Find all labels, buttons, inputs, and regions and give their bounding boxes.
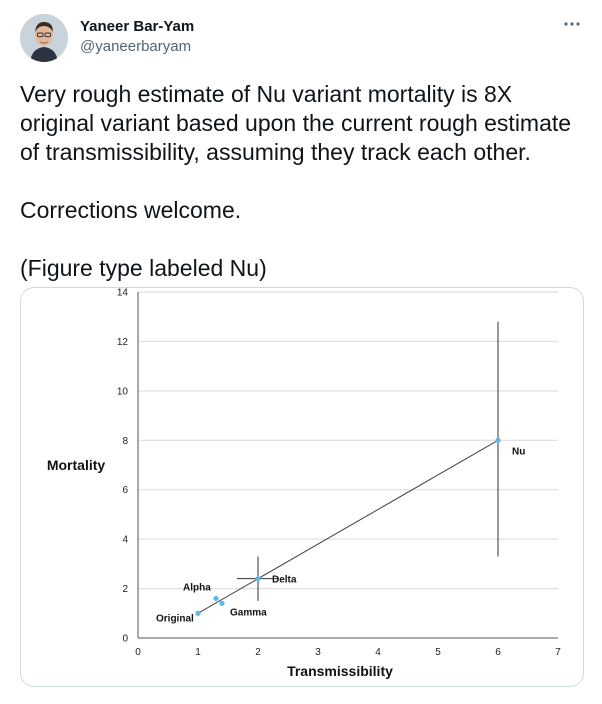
tweet-author: Yaneer Bar-Yam @yaneerbaryam (80, 18, 194, 56)
delta-point (255, 576, 261, 582)
nu-point (495, 437, 501, 443)
x-tick-label: 6 (495, 647, 501, 658)
x-tick-label: 7 (555, 647, 561, 658)
x-tick-label: 2 (255, 647, 261, 658)
x-tick-label: 1 (195, 647, 201, 658)
y-tick-label: 4 (122, 535, 128, 546)
x-tick-label: 3 (315, 647, 321, 658)
y-tick-label: 8 (122, 436, 128, 447)
tweet-paragraph: (Figure type labeled Nu) (20, 255, 267, 281)
alpha-point-label: Alpha (183, 582, 211, 593)
author-display-name[interactable]: Yaneer Bar-Yam (80, 18, 195, 35)
y-tick-label: 0 (122, 634, 128, 645)
x-tick-label: 4 (375, 647, 381, 658)
delta-point-label: Delta (272, 575, 297, 586)
tweet-paragraph: Corrections welcome. (20, 197, 242, 223)
chart-axes (137, 292, 558, 639)
y-tick-label: 12 (117, 337, 129, 348)
gamma-point (219, 600, 225, 606)
more-options-button[interactable] (560, 12, 584, 36)
x-axis-label: Transmissibility (287, 663, 393, 679)
tweet-paragraph: Very rough estimate of Nu variant mortal… (20, 81, 572, 165)
original-point-label: Original (156, 613, 194, 624)
x-tick-label: 0 (135, 647, 141, 658)
tweet-media-image[interactable]: 0 2 4 6 8 10 12 14 0 1 2 3 4 5 6 7 Original Alpha Gamma De… (20, 287, 584, 687)
person-avatar-icon (20, 14, 68, 62)
x-tick-label: 5 (435, 647, 441, 658)
y-tick-label: 2 (122, 584, 128, 595)
chart-gridlines (138, 291, 558, 590)
original-point (195, 610, 201, 616)
y-tick-label: 10 (117, 386, 129, 397)
alpha-point (213, 595, 219, 602)
gamma-point-label: Gamma (230, 607, 267, 618)
tweet-text: Very rough estimate of Nu variant mortal… (20, 80, 585, 283)
nu-point-label: Nu (512, 446, 525, 457)
author-avatar[interactable] (20, 14, 68, 62)
more-horizontal-icon (564, 22, 580, 26)
trend-line (197, 439, 499, 614)
y-axis-label: Mortality (47, 457, 106, 473)
y-tick-label: 6 (122, 485, 128, 496)
chart-series: Original Alpha Gamma Delta Nu (156, 321, 525, 624)
author-handle[interactable]: @yaneerbaryam (80, 38, 192, 55)
y-tick-label: 14 (117, 288, 129, 299)
